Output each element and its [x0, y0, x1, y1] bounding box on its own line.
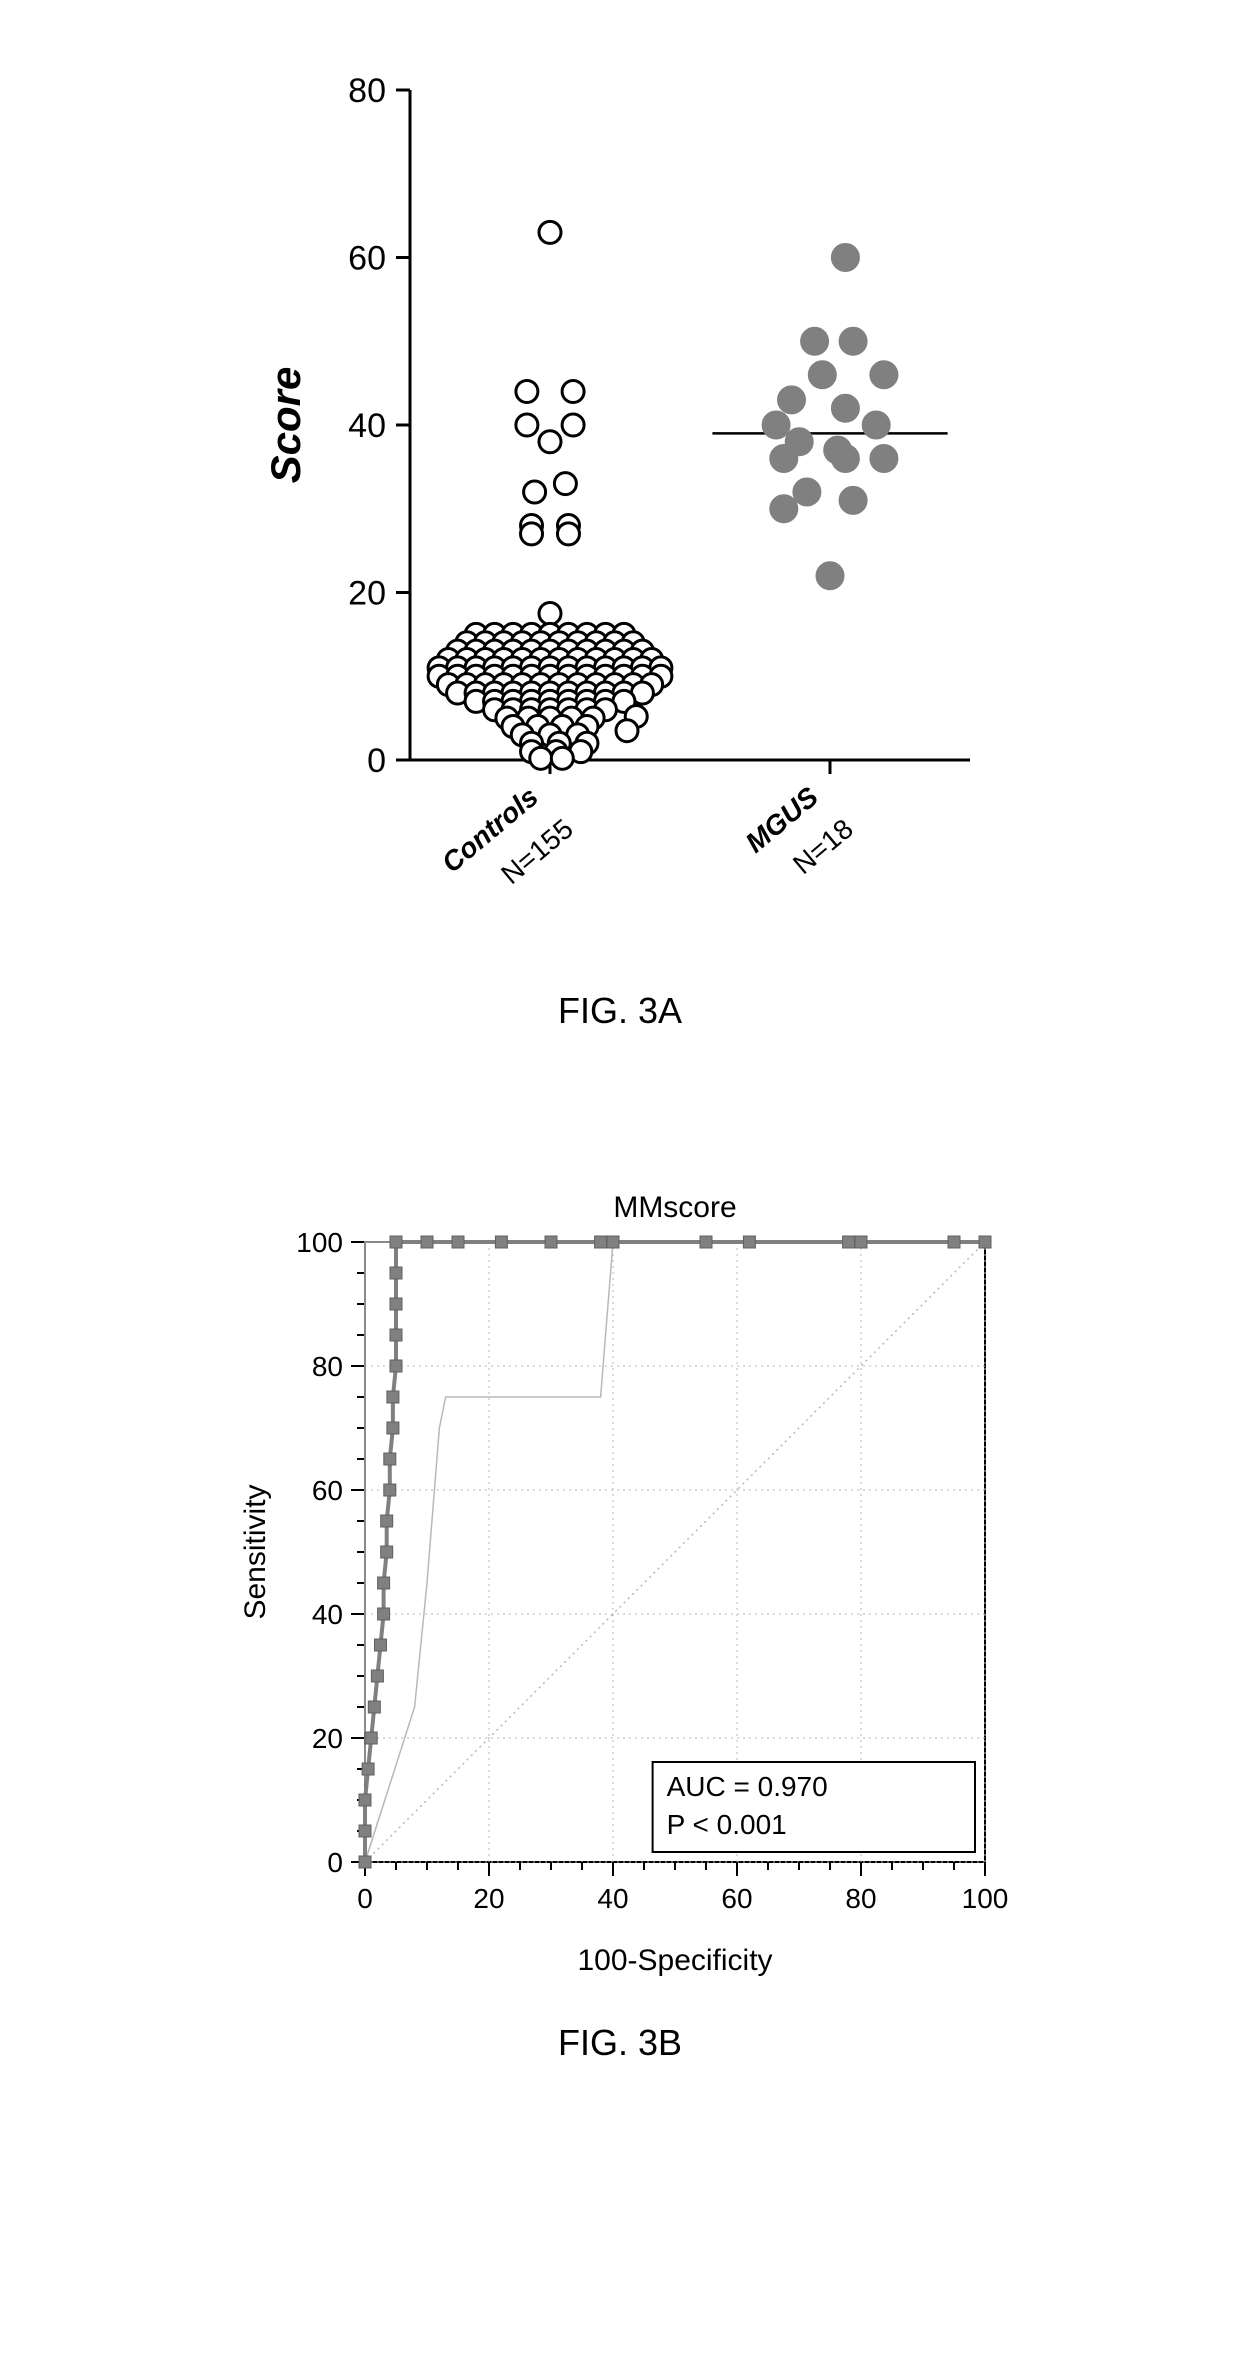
scatter-chart-a: 020406080ScoreControlsN=155MGUSN=18	[240, 60, 1000, 960]
svg-text:60: 60	[312, 1475, 343, 1506]
svg-text:Sensitivity: Sensitivity	[239, 1484, 272, 1619]
svg-text:100: 100	[962, 1883, 1009, 1914]
svg-text:80: 80	[312, 1351, 343, 1382]
svg-text:0: 0	[357, 1883, 373, 1914]
svg-text:40: 40	[312, 1599, 343, 1630]
svg-text:100-Specificity: 100-Specificity	[577, 1944, 772, 1977]
roc-chart-b: MMscore 0 20 40 60 80 100 0 20 40 60 80 100 100-Speci…	[210, 1172, 1030, 1992]
svg-text:80: 80	[348, 72, 386, 110]
svg-text:20: 20	[348, 574, 386, 612]
svg-text:80: 80	[845, 1883, 876, 1914]
svg-text:20: 20	[312, 1723, 343, 1754]
figure-b-caption: FIG. 3B	[558, 2022, 682, 2064]
svg-text:100: 100	[296, 1227, 343, 1258]
figure-b: MMscore 0 20 40 60 80 100 0 20 40 60 80 100 100-Speci…	[120, 1172, 1120, 2104]
svg-text:60: 60	[721, 1883, 752, 1914]
svg-text:AUC = 0.970: AUC = 0.970	[667, 1771, 828, 1802]
svg-text:0: 0	[367, 742, 386, 780]
svg-text:40: 40	[348, 407, 386, 445]
svg-text:0: 0	[327, 1847, 343, 1878]
figure-a: 020406080ScoreControlsN=155MGUSN=18 FIG.…	[120, 60, 1120, 1072]
figure-a-caption: FIG. 3A	[558, 990, 682, 1032]
svg-text:P < 0.001: P < 0.001	[667, 1809, 787, 1840]
svg-text:Score: Score	[262, 367, 309, 484]
svg-text:20: 20	[473, 1883, 504, 1914]
svg-text:MMscore: MMscore	[613, 1191, 736, 1224]
svg-text:40: 40	[597, 1883, 628, 1914]
svg-text:60: 60	[348, 239, 386, 277]
